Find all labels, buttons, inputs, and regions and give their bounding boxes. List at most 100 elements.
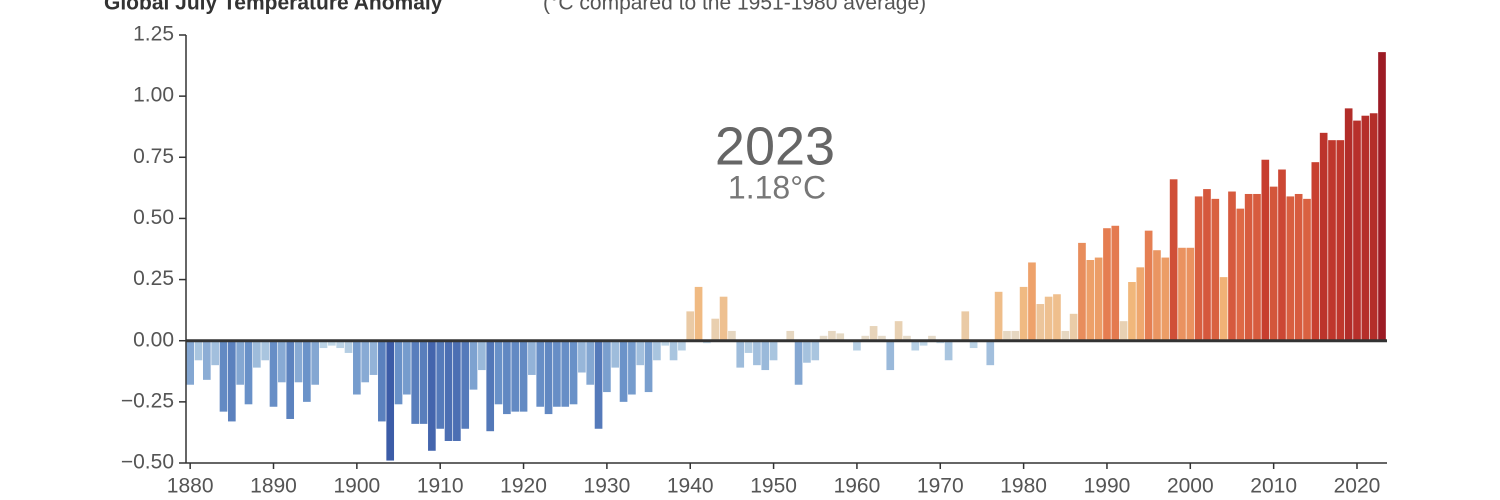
x-tick-label: 1960: [834, 475, 881, 498]
bar: [344, 340, 353, 353]
bar: [453, 340, 461, 441]
bar: [303, 340, 311, 402]
bar: [1153, 250, 1161, 341]
x-tick-label: 1900: [333, 475, 380, 498]
bar: [1053, 294, 1061, 341]
bar: [911, 340, 920, 351]
bar: [686, 311, 695, 341]
bar: [328, 340, 336, 346]
bar: [1378, 52, 1386, 341]
bar: [786, 330, 795, 341]
x-tick-label: 1920: [500, 475, 547, 498]
bar: [1303, 198, 1311, 341]
bar: [794, 340, 803, 385]
bar: [894, 321, 903, 341]
bar: [219, 340, 228, 412]
bar: [286, 340, 295, 419]
bar: [194, 340, 203, 361]
bar: [694, 286, 703, 341]
bar: [511, 340, 520, 412]
chart-subtitle: (°C compared to the 1951-1980 average): [543, 0, 926, 15]
y-tick-label: 1.00: [133, 84, 174, 107]
bar: [869, 326, 878, 341]
bar: [1294, 193, 1303, 341]
bar: [1178, 247, 1186, 341]
bar: [419, 340, 428, 424]
x-tick-label: 1990: [1084, 475, 1131, 498]
bar: [1253, 193, 1261, 341]
bar: [1361, 115, 1370, 341]
y-tick-label: 0.25: [133, 267, 174, 290]
bar: [244, 340, 253, 405]
bar: [1261, 159, 1270, 341]
bar: [519, 340, 528, 412]
x-tick-label: 2010: [1250, 475, 1297, 498]
bar: [1078, 242, 1086, 341]
bar: [1353, 120, 1361, 341]
bar: [411, 340, 420, 424]
bar: [1344, 108, 1353, 341]
annotation-year: 2023: [715, 116, 835, 176]
bar: [444, 340, 453, 441]
bar: [1044, 296, 1053, 341]
bar: [1228, 191, 1236, 341]
bar: [1028, 262, 1036, 341]
bar: [828, 330, 836, 341]
bar: [319, 340, 328, 349]
bar: [928, 335, 936, 341]
bar: [944, 340, 953, 361]
bar: [536, 340, 545, 407]
bar: [528, 340, 536, 375]
bar: [211, 340, 220, 366]
bar: [1069, 313, 1078, 341]
bar: [1194, 196, 1203, 341]
bar: [611, 340, 620, 368]
bar: [1211, 198, 1220, 341]
y-tick-label: −0.25: [121, 389, 174, 412]
bar: [1244, 193, 1253, 341]
bar: [678, 340, 686, 351]
bar: [1003, 330, 1011, 341]
bar: [361, 340, 370, 383]
bar: [1169, 179, 1178, 341]
bar: [1136, 267, 1145, 341]
x-tick-label: 1930: [584, 475, 631, 498]
bar: [278, 340, 286, 383]
bar: [1219, 277, 1228, 341]
bar: [1094, 257, 1103, 341]
bar: [186, 340, 195, 385]
bar: [378, 340, 386, 422]
bar: [811, 340, 820, 361]
bar: [761, 340, 770, 371]
bar: [1086, 260, 1095, 341]
x-tick-label: 2020: [1334, 475, 1381, 498]
bar: [853, 340, 861, 351]
bar: [619, 340, 628, 402]
x-tick-label: 1950: [750, 475, 797, 498]
x-tick-label: 1970: [917, 475, 964, 498]
bar: [628, 340, 636, 395]
bar: [903, 335, 911, 341]
bar: [653, 340, 661, 361]
bar: [753, 340, 761, 366]
bar: [1011, 330, 1020, 341]
bar: [661, 340, 670, 346]
bar: [719, 296, 728, 341]
bar: [644, 340, 653, 393]
bar: [1336, 140, 1345, 341]
bar: [969, 340, 978, 349]
bar: [236, 340, 245, 385]
bar: [336, 340, 345, 349]
bar: [569, 340, 578, 405]
x-tick-label: 1880: [167, 475, 214, 498]
bar: [803, 340, 811, 363]
bar: [369, 340, 378, 375]
bar: [1203, 189, 1211, 341]
bar: [228, 340, 236, 422]
x-tick-label: 1980: [1000, 475, 1047, 498]
bar: [503, 340, 511, 415]
bar: [711, 318, 720, 341]
bar: [878, 335, 886, 341]
bar: [1269, 186, 1278, 341]
